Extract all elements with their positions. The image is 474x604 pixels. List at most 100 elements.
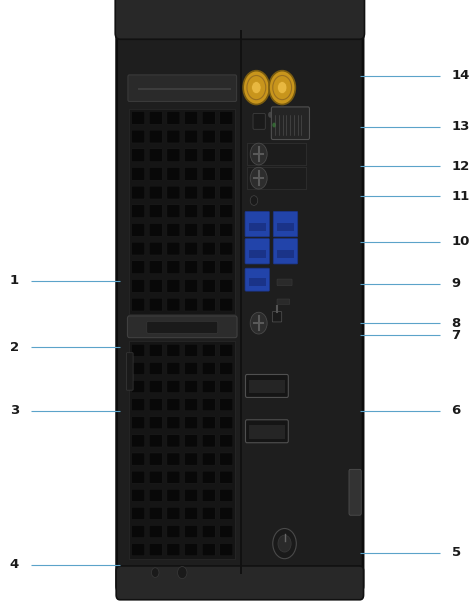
FancyBboxPatch shape xyxy=(132,242,145,255)
FancyBboxPatch shape xyxy=(247,378,250,384)
FancyBboxPatch shape xyxy=(184,186,198,199)
FancyBboxPatch shape xyxy=(167,453,180,465)
FancyBboxPatch shape xyxy=(220,435,233,447)
FancyBboxPatch shape xyxy=(220,186,233,199)
FancyBboxPatch shape xyxy=(149,453,162,465)
FancyBboxPatch shape xyxy=(132,280,145,292)
FancyBboxPatch shape xyxy=(149,507,162,519)
FancyBboxPatch shape xyxy=(202,167,215,180)
FancyBboxPatch shape xyxy=(132,167,145,180)
Text: 6: 6 xyxy=(452,404,461,417)
Text: 14: 14 xyxy=(452,69,470,82)
FancyBboxPatch shape xyxy=(149,261,162,274)
FancyBboxPatch shape xyxy=(220,399,233,411)
Circle shape xyxy=(250,196,258,205)
FancyBboxPatch shape xyxy=(253,114,265,129)
FancyBboxPatch shape xyxy=(246,420,288,443)
FancyBboxPatch shape xyxy=(132,489,145,501)
FancyBboxPatch shape xyxy=(167,130,180,143)
FancyBboxPatch shape xyxy=(132,362,145,374)
FancyBboxPatch shape xyxy=(116,566,364,600)
FancyBboxPatch shape xyxy=(129,109,235,314)
FancyBboxPatch shape xyxy=(167,489,180,501)
FancyBboxPatch shape xyxy=(132,261,145,274)
FancyBboxPatch shape xyxy=(149,471,162,483)
FancyBboxPatch shape xyxy=(149,417,162,429)
FancyBboxPatch shape xyxy=(220,362,233,374)
Text: 8: 8 xyxy=(452,316,461,330)
FancyBboxPatch shape xyxy=(220,453,233,465)
FancyBboxPatch shape xyxy=(277,279,292,286)
FancyBboxPatch shape xyxy=(149,112,162,124)
FancyBboxPatch shape xyxy=(149,362,162,374)
FancyBboxPatch shape xyxy=(149,544,162,556)
FancyBboxPatch shape xyxy=(167,471,180,483)
Circle shape xyxy=(250,312,267,334)
Circle shape xyxy=(243,71,270,104)
Text: 9: 9 xyxy=(452,277,461,291)
FancyBboxPatch shape xyxy=(249,380,284,393)
FancyBboxPatch shape xyxy=(184,471,198,483)
Circle shape xyxy=(273,123,276,127)
FancyBboxPatch shape xyxy=(220,149,233,162)
FancyBboxPatch shape xyxy=(167,261,180,274)
FancyBboxPatch shape xyxy=(245,268,270,291)
FancyBboxPatch shape xyxy=(220,130,233,143)
FancyBboxPatch shape xyxy=(128,316,237,338)
Text: 12: 12 xyxy=(452,159,470,173)
FancyBboxPatch shape xyxy=(132,399,145,411)
FancyBboxPatch shape xyxy=(184,149,198,162)
FancyBboxPatch shape xyxy=(132,186,145,199)
Circle shape xyxy=(268,112,273,118)
FancyBboxPatch shape xyxy=(184,242,198,255)
FancyBboxPatch shape xyxy=(132,112,145,124)
Text: 1: 1 xyxy=(9,274,19,288)
FancyBboxPatch shape xyxy=(249,250,266,258)
FancyBboxPatch shape xyxy=(202,130,215,143)
FancyBboxPatch shape xyxy=(202,149,215,162)
FancyBboxPatch shape xyxy=(220,167,233,180)
FancyBboxPatch shape xyxy=(202,344,215,356)
FancyBboxPatch shape xyxy=(149,435,162,447)
FancyBboxPatch shape xyxy=(184,130,198,143)
FancyBboxPatch shape xyxy=(220,223,233,236)
FancyBboxPatch shape xyxy=(202,298,215,311)
FancyBboxPatch shape xyxy=(149,298,162,311)
Text: 11: 11 xyxy=(452,190,470,203)
FancyBboxPatch shape xyxy=(167,399,180,411)
FancyBboxPatch shape xyxy=(132,417,145,429)
FancyBboxPatch shape xyxy=(167,525,180,538)
FancyBboxPatch shape xyxy=(277,299,290,304)
FancyBboxPatch shape xyxy=(184,112,198,124)
Text: 2: 2 xyxy=(9,341,19,354)
FancyBboxPatch shape xyxy=(220,544,233,556)
FancyBboxPatch shape xyxy=(127,353,133,390)
FancyBboxPatch shape xyxy=(128,75,237,101)
Circle shape xyxy=(178,567,187,579)
FancyBboxPatch shape xyxy=(149,223,162,236)
FancyBboxPatch shape xyxy=(202,381,215,393)
FancyBboxPatch shape xyxy=(132,471,145,483)
FancyBboxPatch shape xyxy=(149,149,162,162)
FancyBboxPatch shape xyxy=(220,489,233,501)
FancyBboxPatch shape xyxy=(149,205,162,217)
FancyBboxPatch shape xyxy=(167,112,180,124)
FancyBboxPatch shape xyxy=(167,205,180,217)
Circle shape xyxy=(250,143,267,165)
FancyBboxPatch shape xyxy=(115,0,365,39)
FancyBboxPatch shape xyxy=(273,312,282,322)
FancyBboxPatch shape xyxy=(249,425,284,439)
Circle shape xyxy=(151,568,159,577)
FancyBboxPatch shape xyxy=(247,143,306,165)
FancyBboxPatch shape xyxy=(132,435,145,447)
FancyBboxPatch shape xyxy=(202,362,215,374)
FancyBboxPatch shape xyxy=(184,280,198,292)
FancyBboxPatch shape xyxy=(202,525,215,538)
FancyBboxPatch shape xyxy=(149,280,162,292)
Circle shape xyxy=(277,82,287,94)
FancyBboxPatch shape xyxy=(132,298,145,311)
FancyBboxPatch shape xyxy=(132,205,145,217)
FancyBboxPatch shape xyxy=(202,489,215,501)
FancyBboxPatch shape xyxy=(149,525,162,538)
FancyBboxPatch shape xyxy=(245,239,270,264)
